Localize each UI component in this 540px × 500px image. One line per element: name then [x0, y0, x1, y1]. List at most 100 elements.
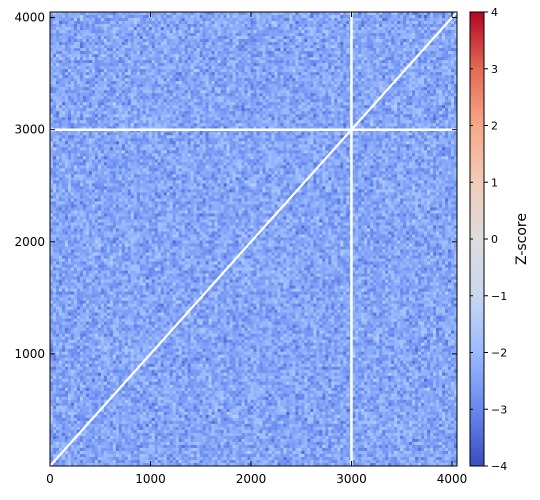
heatmap-cell [379, 81, 382, 84]
heatmap-cell [233, 63, 236, 66]
heatmap-cell [367, 57, 370, 60]
heatmap-cell [307, 90, 310, 93]
heatmap-cell [176, 81, 179, 84]
heatmap-cell [289, 24, 292, 27]
heatmap-cell [152, 120, 155, 123]
heatmap-cell [95, 114, 98, 117]
heatmap-cell [104, 57, 107, 60]
heatmap-cell [379, 18, 382, 21]
heatmap-cell [400, 51, 403, 54]
heatmap-cell [119, 72, 122, 75]
heatmap-cell [182, 27, 185, 30]
heatmap-cell [322, 105, 325, 108]
heatmap-cell [259, 90, 262, 93]
heatmap-cell [107, 114, 110, 117]
heatmap-cell [77, 108, 80, 111]
heatmap-cell [412, 12, 415, 15]
heatmap-cell [155, 99, 158, 102]
heatmap-cell [116, 93, 119, 96]
heatmap-cell [62, 48, 65, 51]
heatmap-cell [74, 24, 77, 27]
heatmap-cell [92, 87, 95, 90]
heatmap-cell [62, 90, 65, 93]
heatmap-cell [50, 54, 53, 57]
heatmap-cell [448, 48, 451, 51]
heatmap-cell [203, 18, 206, 21]
heatmap-cell [361, 36, 364, 39]
heatmap-cell [334, 120, 337, 123]
heatmap-cell [295, 108, 298, 111]
heatmap-cell [248, 57, 251, 60]
heatmap-cell [346, 69, 349, 72]
heatmap-cell [77, 63, 80, 66]
heatmap-cell [116, 117, 119, 120]
heatmap-cell [259, 24, 262, 27]
heatmap-cell [337, 90, 340, 93]
heatmap-cell [283, 18, 286, 21]
heatmap-cell [122, 15, 125, 18]
heatmap-cell [155, 21, 158, 24]
heatmap-cell [331, 66, 334, 69]
heatmap-cell [274, 111, 277, 114]
heatmap-cell [71, 114, 74, 117]
heatmap-cell [221, 114, 224, 117]
heatmap-cell [334, 24, 337, 27]
heatmap-cell [304, 105, 307, 108]
heatmap-cell [221, 57, 224, 60]
heatmap-cell [152, 24, 155, 27]
heatmap-cell [116, 51, 119, 54]
heatmap-cell [421, 66, 424, 69]
heatmap-cell [74, 12, 77, 15]
heatmap-cell [188, 90, 191, 93]
heatmap-cell [68, 93, 71, 96]
heatmap-cell [242, 78, 245, 81]
heatmap-cell [200, 63, 203, 66]
heatmap-cell [182, 36, 185, 39]
heatmap-cell [418, 36, 421, 39]
heatmap-cell [107, 72, 110, 75]
heatmap-cell [140, 111, 143, 114]
heatmap-cell [86, 114, 89, 117]
heatmap-cell [158, 27, 161, 30]
heatmap-cell [433, 66, 436, 69]
heatmap-cell [182, 18, 185, 21]
heatmap-cell [158, 48, 161, 51]
heatmap-cell [215, 36, 218, 39]
heatmap-cell [188, 51, 191, 54]
heatmap-cell [191, 105, 194, 108]
heatmap-cell [221, 39, 224, 42]
heatmap-cell [430, 111, 433, 114]
heatmap-cell [164, 87, 167, 90]
heatmap-cell [110, 72, 113, 75]
heatmap-cell [155, 96, 158, 99]
heatmap-cell [325, 24, 328, 27]
heatmap-cell [206, 60, 209, 63]
heatmap-cell [283, 36, 286, 39]
heatmap-cell [212, 30, 215, 33]
heatmap-cell [209, 15, 212, 18]
heatmap-cell [292, 39, 295, 42]
heatmap-cell [283, 96, 286, 99]
heatmap-cell [194, 120, 197, 123]
heatmap-cell [83, 36, 86, 39]
heatmap-cell [227, 120, 230, 123]
heatmap-cell [161, 36, 164, 39]
heatmap-cell [173, 18, 176, 21]
heatmap-cell [158, 78, 161, 81]
heatmap-cell [319, 12, 322, 15]
heatmap-cell [185, 42, 188, 45]
heatmap-cell [215, 90, 218, 93]
heatmap-cell [167, 120, 170, 123]
heatmap-cell [125, 60, 128, 63]
heatmap-cell [185, 57, 188, 60]
heatmap-cell [424, 105, 427, 108]
heatmap-cell [185, 87, 188, 90]
heatmap-cell [155, 105, 158, 108]
heatmap-cell [448, 60, 451, 63]
heatmap-cell [158, 81, 161, 84]
heatmap-cell [206, 33, 209, 36]
heatmap-cell [140, 84, 143, 87]
heatmap-cell [451, 81, 454, 84]
heatmap-cell [418, 18, 421, 21]
heatmap-cell [439, 117, 442, 120]
